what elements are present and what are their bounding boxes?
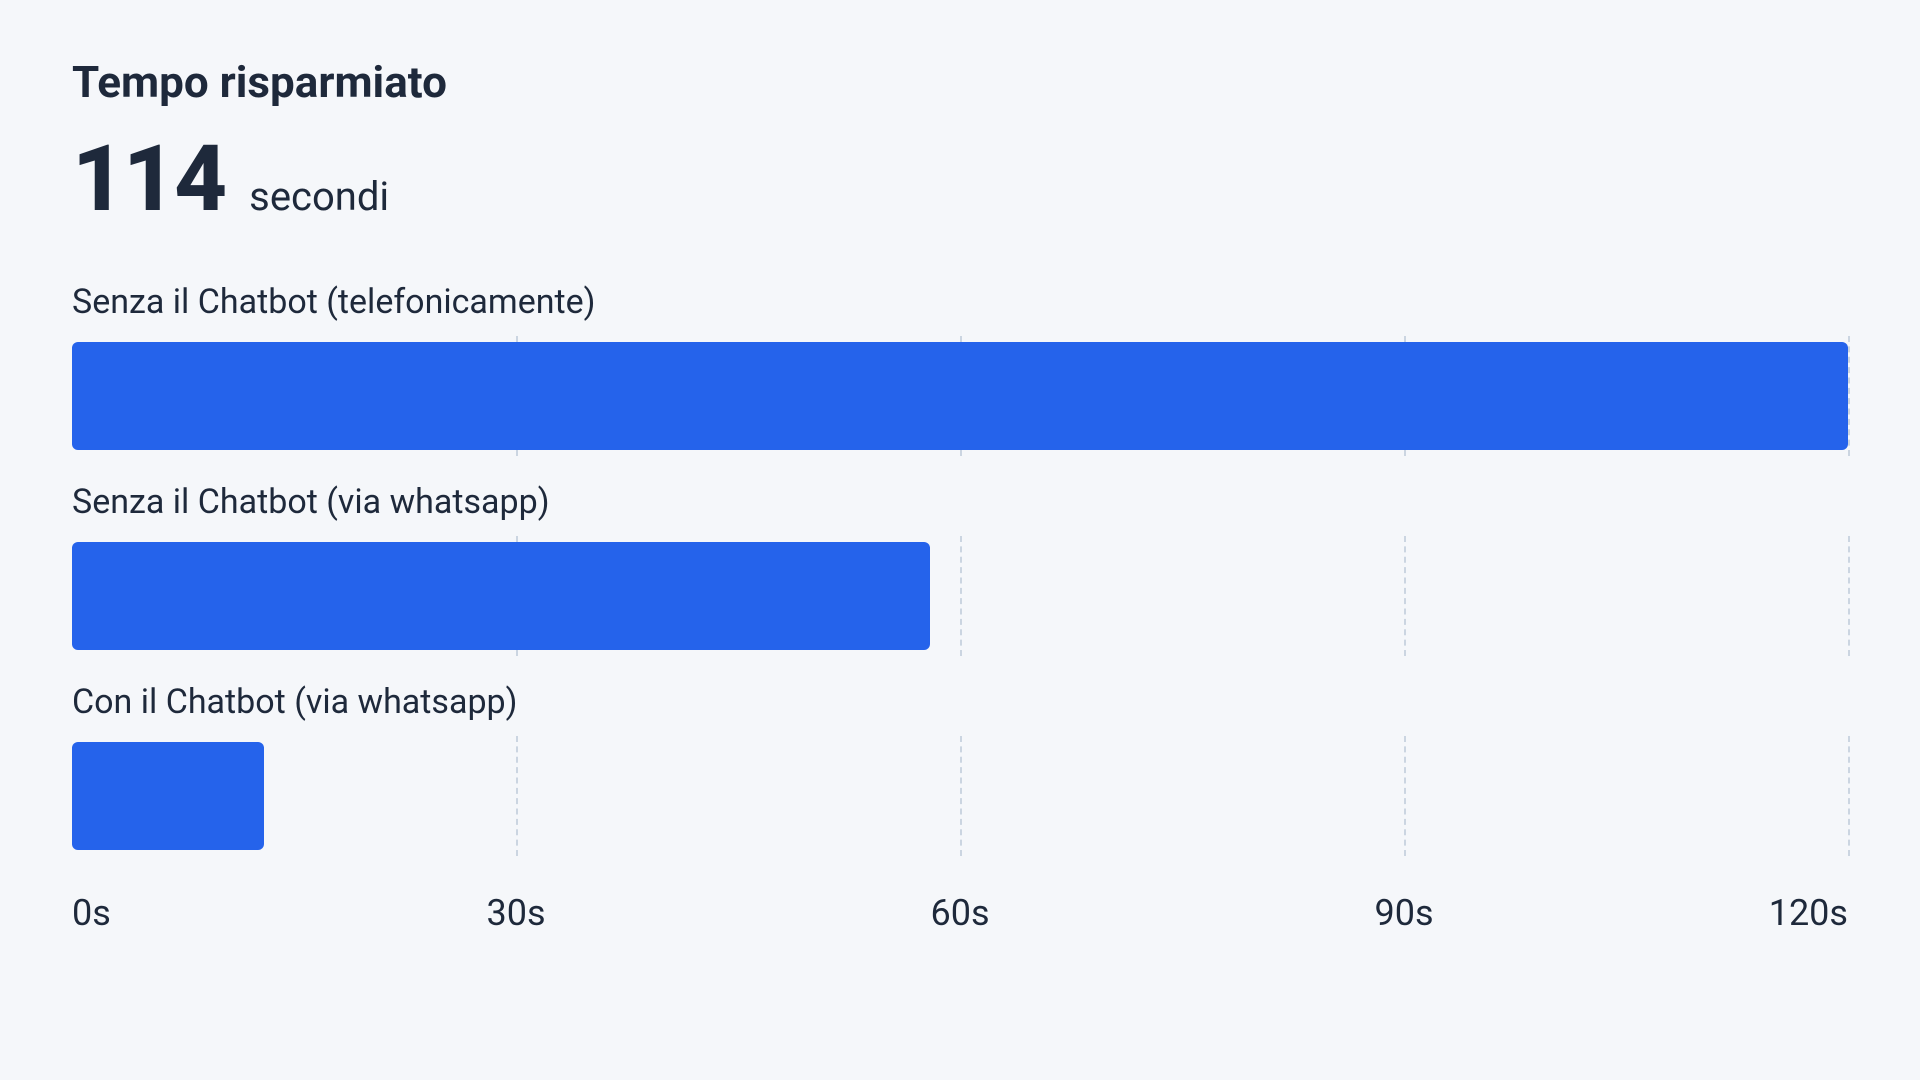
gridline: [1848, 336, 1850, 456]
stat-unit: secondi: [249, 173, 389, 220]
axis-tick: 60s: [930, 892, 989, 934]
gridlines: [72, 742, 1848, 850]
gridline: [1848, 736, 1850, 856]
axis-tick: 0s: [72, 892, 111, 934]
bar-fill: [72, 742, 264, 850]
bar-chart: Senza il Chatbot (telefonicamente) Senza…: [72, 282, 1848, 942]
bar-fill: [72, 542, 930, 650]
gridline: [1404, 536, 1406, 656]
page-title: Tempo risparmiato: [72, 56, 1848, 108]
bar-label: Con il Chatbot (via whatsapp): [72, 682, 1848, 722]
bar-fill: [72, 342, 1848, 450]
gridline: [960, 736, 962, 856]
x-axis: 0s 30s 60s 90s 120s: [72, 892, 1848, 942]
chart-container: Tempo risparmiato 114 secondi Senza il C…: [0, 0, 1920, 1080]
gridline: [960, 536, 962, 656]
stat-row: 114 secondi: [72, 134, 1848, 226]
bar-group: Senza il Chatbot (telefonicamente): [72, 282, 1848, 450]
gridline: [1404, 736, 1406, 856]
bar-track: [72, 342, 1848, 450]
bar-group: Con il Chatbot (via whatsapp): [72, 682, 1848, 850]
bar-track: [72, 742, 1848, 850]
bar-label: Senza il Chatbot (telefonicamente): [72, 282, 1848, 322]
stat-value: 114: [72, 134, 225, 226]
axis-tick: 30s: [486, 892, 545, 934]
gridline: [1848, 536, 1850, 656]
axis-tick: 120s: [1769, 892, 1848, 934]
bar-track: [72, 542, 1848, 650]
bar-label: Senza il Chatbot (via whatsapp): [72, 482, 1848, 522]
gridline: [516, 736, 518, 856]
bar-group: Senza il Chatbot (via whatsapp): [72, 482, 1848, 650]
axis-tick: 90s: [1374, 892, 1433, 934]
